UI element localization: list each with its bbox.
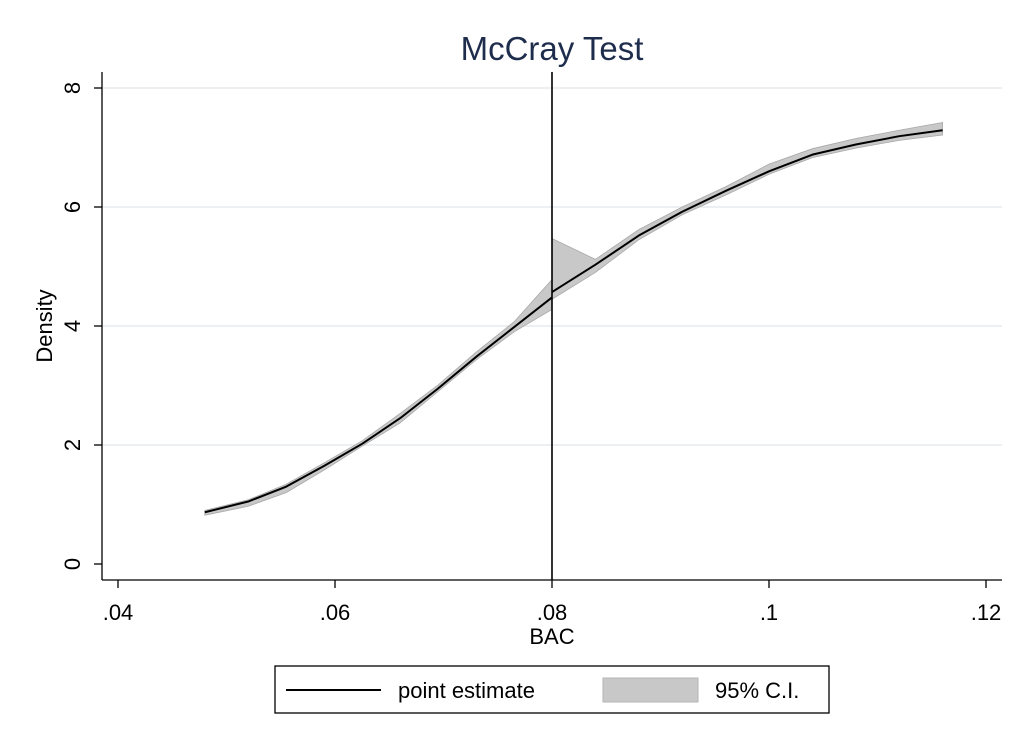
- ci-band-segment-2: [551, 122, 943, 300]
- y-tick-label-3: 6: [60, 201, 85, 213]
- legend-label-ci: 95% C.I.: [715, 678, 799, 703]
- x-tick-label-1: .06: [320, 600, 351, 625]
- point-estimate-line-segment-2: [551, 129, 943, 293]
- y-tick-label-0: 0: [60, 558, 85, 570]
- y-axis-label: Density: [32, 289, 57, 362]
- y-ticks: 0 2 4 6 8: [60, 82, 102, 570]
- x-ticks: .04 .06 .08 .1 .12: [103, 580, 1002, 625]
- x-tick-label-2: .08: [537, 600, 568, 625]
- chart-title: McCray Test: [461, 30, 644, 67]
- legend-label-point-estimate: point estimate: [398, 678, 535, 703]
- x-tick-label-4: .12: [971, 600, 1002, 625]
- legend: point estimate 95% C.I.: [274, 665, 830, 714]
- y-tick-label-4: 8: [60, 82, 85, 94]
- x-tick-label-0: .04: [103, 600, 134, 625]
- y-tick-label-1: 2: [60, 439, 85, 451]
- x-tick-label-3: .1: [760, 600, 778, 625]
- point-estimate-layer: [204, 129, 943, 514]
- legend-swatch-ci: [602, 677, 699, 703]
- x-axis-label: BAC: [529, 624, 574, 649]
- y-tick-label-2: 4: [60, 320, 85, 332]
- point-estimate-line-segment-1: [204, 296, 553, 514]
